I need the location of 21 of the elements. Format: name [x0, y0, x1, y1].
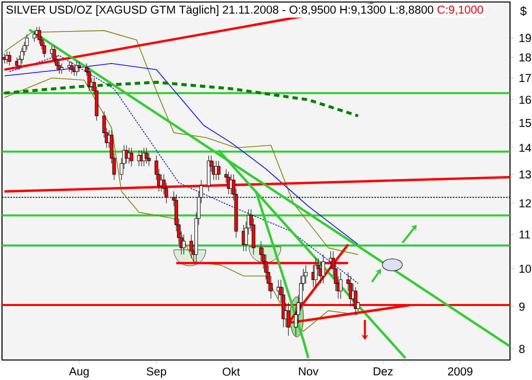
y-tick-label: 12	[520, 199, 531, 208]
x-tick-label: Aug	[69, 367, 89, 378]
y-tick-label: 8	[519, 344, 525, 354]
chart-title: SILVER USD/OZ [XAGUSD GTM Täglich] 21.11.2008 - O:8,9500 H:9,1300 L:8,8800	[6, 5, 434, 16]
annotation: C:9,1000	[438, 6, 484, 16]
y-tick-label: 14	[520, 144, 532, 152]
y-tick-label: 10	[520, 264, 532, 273]
y-tick-label: 9	[519, 302, 525, 311]
y-tick-label: 16	[520, 96, 531, 104]
x-tick-label: Dez	[374, 367, 393, 376]
x-tick-label: Sep	[146, 367, 166, 378]
y-tick-label: 17	[520, 74, 531, 82]
x-tick-label: 2009	[448, 367, 472, 376]
y-tick-label: 13	[520, 170, 531, 178]
y-tick-label: 11	[520, 230, 530, 238]
y-tick-label: 15	[520, 118, 531, 127]
y-axis-title: $	[520, 6, 527, 16]
y-tick-label: 19	[520, 34, 531, 42]
y-tick-label: 18	[520, 53, 531, 62]
x-tick-label: Nov	[299, 367, 318, 376]
x-tick-label: Okt	[222, 367, 240, 376]
